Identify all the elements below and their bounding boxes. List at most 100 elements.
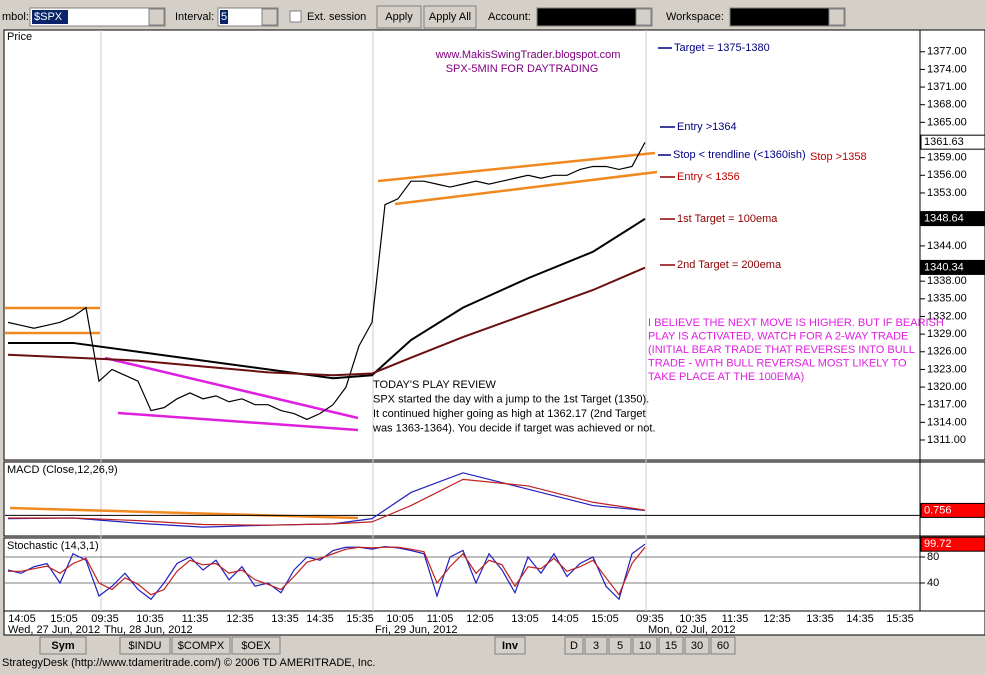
tab[interactable] xyxy=(231,636,281,655)
y-tick-label: 1314.00 xyxy=(927,416,967,428)
tab[interactable] xyxy=(632,636,658,655)
checkbox[interactable] xyxy=(289,10,302,23)
x-tick-label: 14:35 xyxy=(846,613,874,625)
price-tag xyxy=(920,134,985,150)
tab[interactable] xyxy=(584,636,608,655)
y-tick-label: 1353.00 xyxy=(927,187,967,199)
series-line xyxy=(7,472,646,528)
tab[interactable] xyxy=(710,636,736,655)
annotation: I BELIEVE THE NEXT MOVE IS HIGHER. BUT I… xyxy=(648,317,944,329)
tab-label: 60 xyxy=(717,640,729,652)
y-tick-label: 1365.00 xyxy=(927,116,967,128)
tab-label: 3 xyxy=(593,640,599,652)
series-line xyxy=(7,142,646,421)
y-tick-label: 1374.00 xyxy=(927,63,967,75)
tab[interactable] xyxy=(684,636,710,655)
x-tick-label: 10:35 xyxy=(679,613,707,625)
annotation: 2nd Target = 200ema xyxy=(677,259,782,271)
apply-button[interactable] xyxy=(376,5,422,29)
annotation: TRADE - WITH BULL REVERSAL MOST LIKELY T… xyxy=(648,357,907,369)
tab-label: $OEX xyxy=(241,640,271,652)
workspace-label: Workspace: xyxy=(666,11,724,23)
apply-all-button[interactable] xyxy=(423,5,477,29)
account-label: Account: xyxy=(488,11,531,23)
annotation: Stop < trendline (<1360ish) xyxy=(673,149,806,161)
y-tick-label: 1344.00 xyxy=(927,240,967,252)
x-tick-label: 09:35 xyxy=(91,613,119,625)
x-tick-label: 15:05 xyxy=(50,613,78,625)
x-tick-label: 12:35 xyxy=(763,613,791,625)
annotation: TODAY'S PLAY REVIEW xyxy=(373,379,497,391)
annotation: Target = 1375-1380 xyxy=(674,42,770,54)
x-tick-label: 11:35 xyxy=(722,613,749,625)
trendline xyxy=(377,151,656,183)
series-line xyxy=(8,478,646,526)
series-line xyxy=(8,546,646,596)
x-tick-label: 11:35 xyxy=(182,613,209,625)
y-tick-label: 1377.00 xyxy=(927,46,967,58)
tab-label: Inv xyxy=(502,640,519,652)
annotation: SPX started the day with a jump to the 1… xyxy=(373,393,649,405)
tab[interactable] xyxy=(608,636,632,655)
tab[interactable] xyxy=(494,636,526,655)
y-tick-label: 1323.00 xyxy=(927,363,967,375)
annotation: It continued higher going as high at 136… xyxy=(373,408,646,420)
apply-all-text: Apply All xyxy=(429,11,471,23)
stochastic-panel xyxy=(3,537,985,612)
price-tag-label: 1361.63 xyxy=(924,136,964,148)
account-box[interactable] xyxy=(536,7,653,27)
tab[interactable] xyxy=(658,636,684,655)
workspace-box[interactable] xyxy=(729,7,846,27)
annotation: www.MakisSwingTrader.blogspot.com xyxy=(435,49,621,61)
x-tick-label: 12:35 xyxy=(226,613,254,625)
symbol-highlight xyxy=(32,10,68,24)
tab[interactable] xyxy=(119,636,171,655)
x-tick-label: 09:35 xyxy=(636,613,664,625)
tab-label: 5 xyxy=(617,640,623,652)
annotation: (INITIAL BEAR TRADE THAT REVERSES INTO B… xyxy=(648,344,915,356)
x-tick-label: 15:35 xyxy=(346,613,374,625)
price-tag xyxy=(920,502,985,518)
x-tick-label: 10:35 xyxy=(136,613,164,625)
y-tick-label: 1338.00 xyxy=(927,275,967,287)
tab-label: 10 xyxy=(639,640,651,652)
dropdown-arrow[interactable] xyxy=(828,8,845,26)
x-tick-label: 10:05 xyxy=(386,613,414,625)
annotation: Stop >1358 xyxy=(810,151,867,163)
tab-label: Sym xyxy=(51,640,74,652)
tab[interactable] xyxy=(564,636,584,655)
series-line xyxy=(7,266,646,377)
date-label: Mon, 02 Jul, 2012 xyxy=(648,624,735,636)
annotation: TAKE PLACE AT THE 100EMA) xyxy=(648,371,804,383)
series-line xyxy=(7,543,646,601)
x-tick-label: 14:35 xyxy=(306,613,334,625)
price-tag xyxy=(920,536,985,552)
y-tick-label: 1317.00 xyxy=(927,399,967,411)
tab[interactable] xyxy=(171,636,231,655)
symbol-label: mbol: xyxy=(2,11,29,23)
symbol-value: $SPX xyxy=(34,11,63,23)
annotation: 1st Target = 100ema xyxy=(677,213,778,225)
panel-title: MACD (Close,12,26,9) xyxy=(7,464,118,476)
x-tick-label: 12:05 xyxy=(466,613,494,625)
trendline xyxy=(104,356,359,420)
x-tick-label: 13:35 xyxy=(806,613,834,625)
tab[interactable] xyxy=(39,636,87,655)
tab-label: $INDU xyxy=(128,640,161,652)
ext-session-label: Ext. session xyxy=(307,11,366,23)
y-tick-label: 1311.00 xyxy=(927,434,966,446)
dropdown-arrow[interactable] xyxy=(148,8,165,26)
panel-title: Price xyxy=(7,31,32,43)
trendline xyxy=(9,506,359,520)
dropdown-arrow[interactable] xyxy=(635,8,652,26)
dropdown-arrow[interactable] xyxy=(261,8,278,26)
annotation: was 1363-1364). You decide if target was… xyxy=(372,422,656,434)
y-tick-label: 40 xyxy=(927,577,939,589)
y-tick-label: 1335.00 xyxy=(927,293,967,305)
interval-highlight xyxy=(220,10,228,24)
trendline xyxy=(117,411,359,432)
date-label: Fri, 29 Jun, 2012 xyxy=(375,624,458,636)
panel-title: Stochastic (14,3,1) xyxy=(7,540,99,552)
